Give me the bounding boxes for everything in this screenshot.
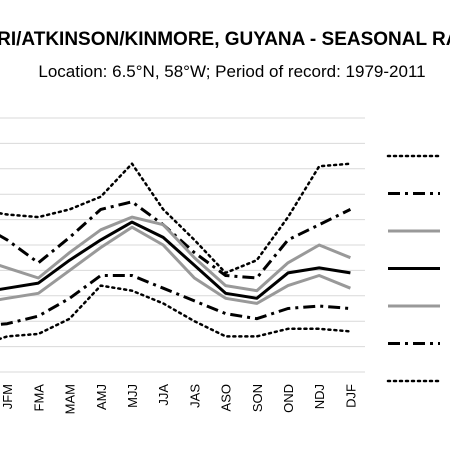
series-lines <box>0 162 352 341</box>
x-tick-label: ASO <box>219 384 234 411</box>
legend <box>386 154 442 383</box>
x-tick-label: DJF <box>343 384 358 408</box>
x-tick-label: JJA <box>156 384 171 406</box>
x-tick-label: MAM <box>63 384 78 414</box>
series-line-7 <box>0 284 352 341</box>
x-tick-label: JAS <box>187 384 202 408</box>
series-line-5 <box>0 225 351 305</box>
series-line-3 <box>0 215 351 293</box>
x-tick-label: AMJ <box>94 384 109 410</box>
chart-title: TIMEHRI/ATKINSON/KINMORE, GUYANA - SEASO… <box>0 29 450 50</box>
chart-subtitle: Location: 6.5°N, 58°W; Period of record:… <box>38 62 425 81</box>
x-tick-label: MJJ <box>125 384 140 408</box>
x-tick-label: SON <box>250 384 265 412</box>
x-tick-label: FMA <box>31 384 46 412</box>
x-axis-ticks: DJFJFMFMAMAMAMJMJJJJAJASASOSONONDNDJDJF <box>0 384 358 415</box>
series-line-6 <box>0 274 351 326</box>
x-tick-label: NDJ <box>312 384 327 409</box>
series-line-1 <box>0 162 352 275</box>
x-tick-label: OND <box>281 384 296 413</box>
x-tick-label: JFM <box>0 384 15 409</box>
series-line-4 <box>0 220 351 300</box>
